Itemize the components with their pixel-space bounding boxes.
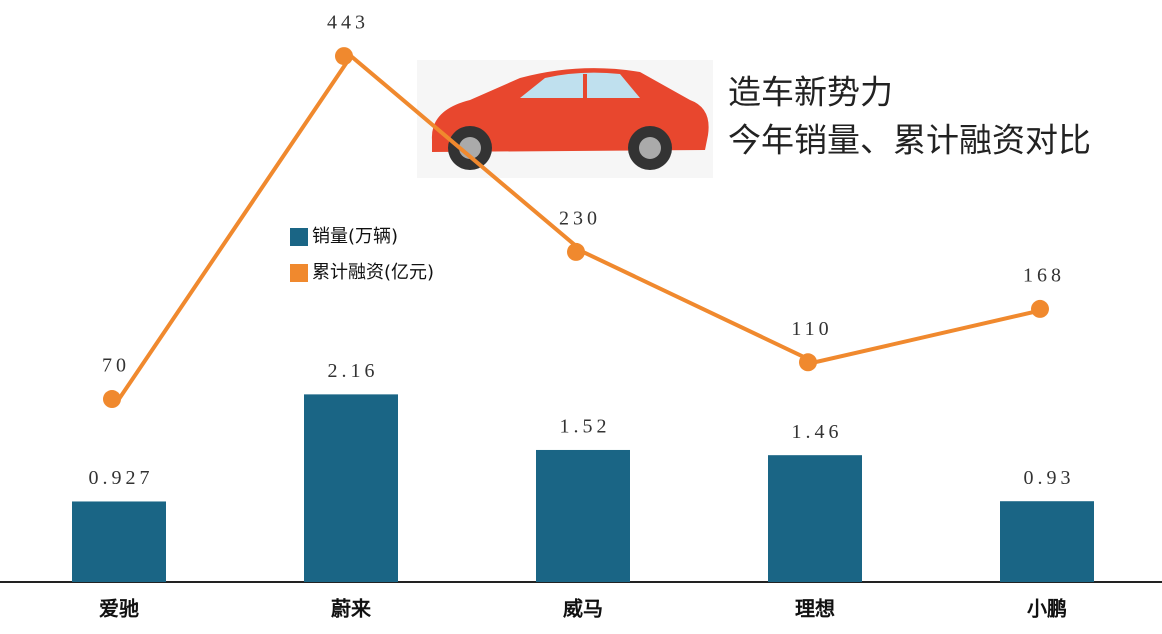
point	[567, 242, 585, 261]
data-label: 1.46	[792, 421, 843, 443]
x-tick-label: 威马	[563, 597, 603, 621]
point	[335, 47, 353, 66]
data-label: 443	[327, 12, 369, 34]
x-tick-label: 蔚来	[331, 597, 372, 621]
x-tick-label: 爱驰	[99, 597, 139, 621]
legend-label: 累计融资(亿元)	[312, 262, 434, 283]
data-label: 1.52	[560, 416, 611, 438]
x-tick-label: 理想	[795, 597, 835, 621]
legend-swatch	[290, 264, 308, 282]
bar	[768, 455, 862, 582]
legend-label: 销量(万辆)	[312, 226, 398, 247]
data-label: 0.927	[89, 467, 154, 489]
point	[103, 390, 121, 409]
data-label: 168	[1023, 265, 1065, 287]
x-tick-label: 小鹏	[1027, 597, 1067, 621]
chart-title: 造车新势力	[728, 73, 893, 112]
data-label: 110	[791, 318, 832, 340]
data-label: 2.16	[328, 360, 379, 382]
bar	[304, 394, 398, 582]
point	[1031, 299, 1049, 318]
legend-swatch	[290, 228, 308, 246]
bar	[72, 501, 166, 582]
car-picture	[417, 60, 713, 178]
data-label: 230	[559, 208, 601, 230]
data-label: 0.93	[1024, 467, 1075, 489]
point	[799, 353, 817, 372]
data-label: 70	[102, 355, 130, 377]
chart-subtitle: 今年销量、累计融资对比	[728, 121, 1091, 160]
bar	[536, 449, 630, 582]
bar	[1000, 501, 1094, 582]
